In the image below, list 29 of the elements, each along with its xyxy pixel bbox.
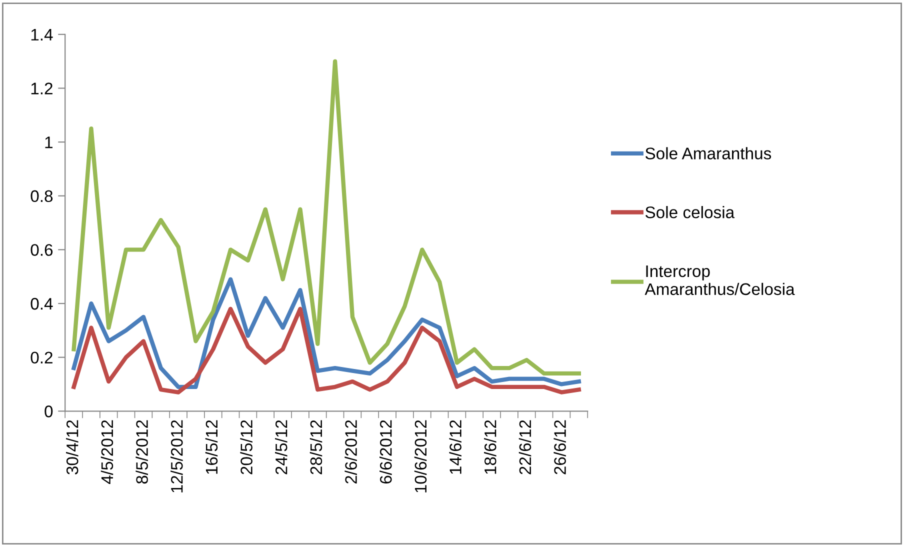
legend-label: Sole Amaranthus bbox=[645, 147, 772, 160]
line-series bbox=[72, 59, 581, 376]
y-tick-label: 0.6 bbox=[30, 244, 53, 256]
x-tick-label: 20/5/12 bbox=[240, 420, 252, 474]
x-tick-label: 4/5/2012 bbox=[100, 420, 114, 484]
x-tick-label: 26/6/12 bbox=[554, 420, 566, 474]
x-tick-label: 10/6/2012 bbox=[414, 420, 427, 492]
y-tick-label: 1.4 bbox=[31, 28, 53, 40]
x-tick-label: 30/4/12 bbox=[66, 420, 78, 474]
x-tick-label: 22/6/12 bbox=[518, 420, 532, 474]
x-tick-label: 16/5/12 bbox=[205, 420, 218, 474]
x-tick-label: 2/6/2012 bbox=[344, 420, 357, 484]
legend-label: Sole celosia bbox=[645, 206, 735, 218]
y-tick-label: 1 bbox=[45, 136, 52, 148]
x-tick-label: 24/5/12 bbox=[275, 420, 288, 474]
legend-label: Intercrop Amaranthus/Celosia bbox=[644, 266, 795, 296]
x-tick-label: 12/5/2012 bbox=[170, 420, 183, 492]
x-tick-label: 6/6/2012 bbox=[380, 420, 392, 484]
line-series bbox=[72, 306, 581, 394]
y-tick-label: 0.8 bbox=[30, 190, 53, 202]
y-tick-label: 1.2 bbox=[31, 82, 52, 94]
x-tick-label: 8/5/2012 bbox=[136, 420, 148, 484]
y-tick-label: 0 bbox=[44, 406, 53, 418]
x-tick-label: 18/6/12 bbox=[484, 420, 496, 474]
x-tick-label: 14/6/12 bbox=[449, 420, 462, 474]
x-tick-label: 28/5/12 bbox=[310, 420, 322, 474]
y-tick-label: 0.4 bbox=[30, 298, 53, 310]
y-tick-label: 0.2 bbox=[30, 352, 52, 364]
line-series bbox=[72, 277, 581, 390]
